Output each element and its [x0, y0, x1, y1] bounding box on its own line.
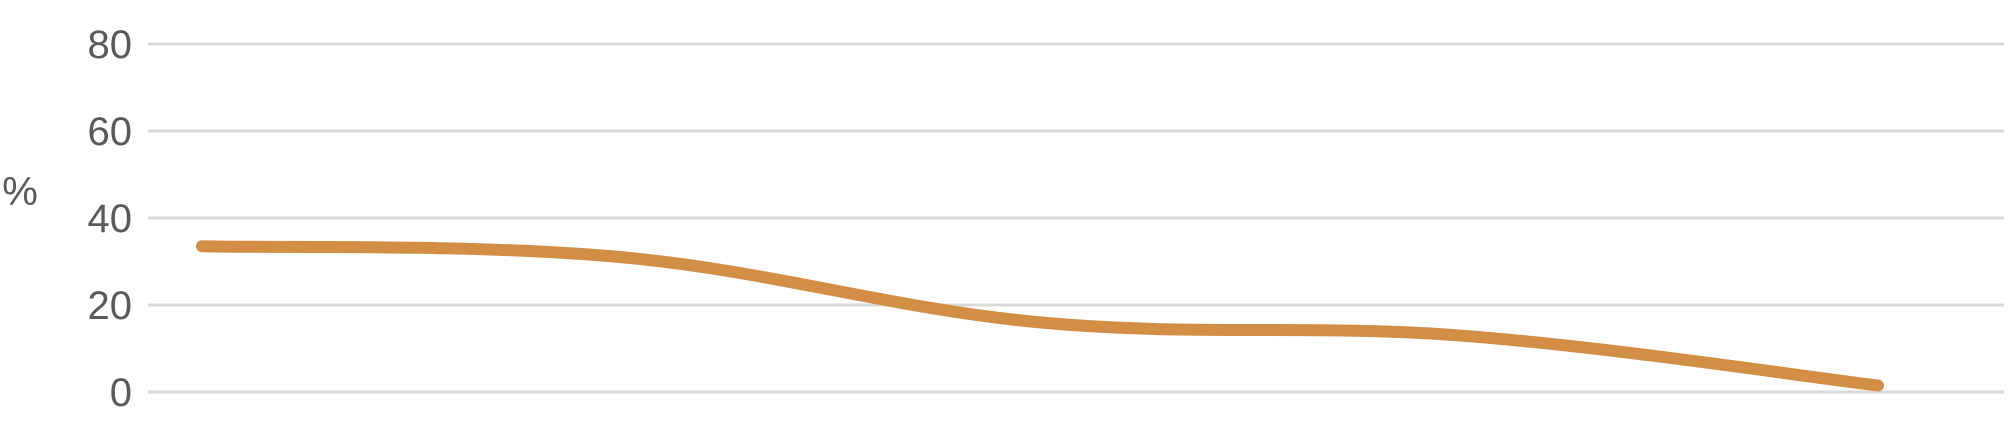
y-tick-label-20: 20 — [88, 284, 133, 328]
y-tick-label-40: 40 — [88, 197, 133, 241]
y-tick-label-80: 80 — [88, 23, 133, 67]
series-layer — [202, 246, 1878, 385]
y-axis-tick-labels: 0 20 40 60 80 — [88, 23, 133, 415]
y-axis-title: % — [2, 170, 38, 214]
y-tick-label-0: 0 — [110, 371, 132, 415]
gridlines — [148, 44, 2004, 392]
series-line-0 — [202, 246, 1878, 385]
y-tick-label-60: 60 — [88, 110, 133, 154]
